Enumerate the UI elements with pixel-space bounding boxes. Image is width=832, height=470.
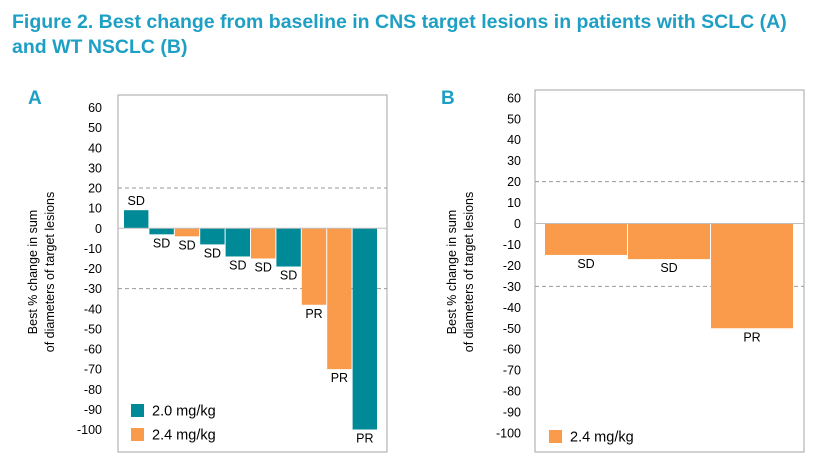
panel-b-ylabel-line1: Best % change in sum [445,210,459,334]
panel-a-bar-label: SD [153,236,170,250]
panel-b-ylabel-line2: of diameters of target lesions [462,192,476,353]
panel-b-ytick: -80 [503,385,521,399]
panel-a-ytick: -10 [84,242,102,256]
panel-b-bar [545,223,627,255]
panel-a-ytick: -40 [84,302,102,316]
panel-b-ytick: 10 [507,196,521,210]
panel-b-bar-label: PR [743,330,760,344]
panel-a-ytick: -20 [84,262,102,276]
panel-b-ytick: -30 [503,280,521,294]
panel-b-ytick: 60 [507,91,521,105]
panel-a-ytick: -30 [84,282,102,296]
panel-a-bar-label: SD [280,269,297,283]
panel-b-ytick: -20 [503,259,521,273]
panel-a-ytick: 10 [88,202,102,216]
panel-a-ytick: -100 [77,423,102,437]
panel-b-ytick: 40 [507,133,521,147]
panel-a-bar [174,228,200,237]
panel-a-frame [117,94,388,453]
panel-a-bar-label: SD [255,260,272,274]
panel-a-ytick: 20 [88,182,102,196]
panel-a-ytick: 30 [88,161,102,175]
panel-a-bar [276,228,301,267]
panel-b-ytick: -50 [503,322,521,336]
panel-b-frame [534,89,805,453]
panel-b-bar [628,223,710,260]
panel-a-ylabel-line2: of diameters of target lesions [43,192,57,353]
panel-a-ytick: -90 [84,403,102,417]
panel-b-ytick: 0 [514,217,521,231]
panel-a-ytick: -80 [84,383,102,397]
panel-a-bar [352,228,377,430]
panel-b-legend-swatch [549,430,562,443]
panel-a-bar-label: SD [229,258,246,272]
panel-a-bar [251,228,276,259]
panel-a-ytick: -70 [84,363,102,377]
panel-a-bar [149,228,174,235]
panel-a-bar [301,228,327,305]
panel-a-letter: A [28,88,42,109]
panel-a-bar-label: SD [128,194,145,208]
panel-a-ytick: 0 [95,222,102,236]
panel-b-bar-label: SD [660,261,677,275]
panel-a-ylabel-line1: Best % change in sum [26,210,40,334]
panel-a-ytick: 40 [88,141,102,155]
panel-a-bar [327,228,352,370]
panel-b-bar-label: SD [577,257,594,271]
panel-a-bar-label: PR [331,371,348,385]
panel-a-legend-label: 2.4 mg/kg [152,428,216,444]
panel-a-ytick: 50 [88,121,102,135]
panel-a-legend-swatch [131,428,144,441]
panel-a-bar-label: SD [178,238,195,252]
panel-b-ytick: -90 [503,406,521,420]
panel-b-ytick: 20 [507,175,521,189]
panel-a-bar [225,228,250,257]
panel-a-ytick: 60 [88,101,102,115]
panel-b-letter: B [441,88,455,109]
panel-b-ytick: -40 [503,301,521,315]
panel-a-legend-swatch [131,404,144,417]
panel-a-bar-label: SD [204,246,221,260]
panel-b-ytick: -10 [503,238,521,252]
panel-b-ytick: -70 [503,364,521,378]
panel-a-bar-label: PR [305,307,322,321]
panel-b-ytick: -60 [503,343,521,357]
panel-a-ytick: -60 [84,343,102,357]
panel-b-ytick: -100 [496,427,521,441]
panel-b-ytick: 50 [507,112,521,126]
panel-a-bar [200,228,225,245]
panel-a-ytick: -50 [84,322,102,336]
panel-b-bar [711,223,793,329]
figure-title: Figure 2. Best change from baseline in C… [12,11,787,58]
panel-b-ytick: 30 [507,154,521,168]
panel-b-legend-label: 2.4 mg/kg [570,430,634,446]
panel-a-bar-label: PR [356,432,373,446]
panel-a-legend-label: 2.0 mg/kg [152,404,216,420]
panel-a-bar [124,210,149,229]
